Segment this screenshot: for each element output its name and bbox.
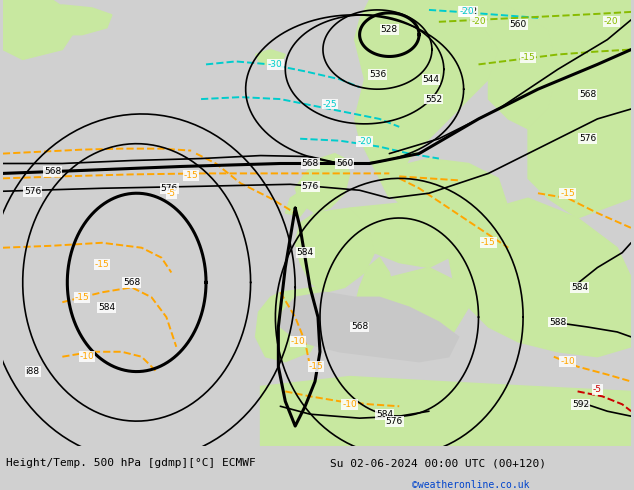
Text: -15: -15 (481, 238, 496, 247)
Text: Height/Temp. 500 hPa [gdmp][°C] ECMWF: Height/Temp. 500 hPa [gdmp][°C] ECMWF (6, 458, 256, 468)
Text: -20: -20 (604, 17, 619, 26)
Polygon shape (365, 268, 469, 342)
Polygon shape (280, 293, 458, 362)
Polygon shape (295, 153, 350, 213)
Text: 568: 568 (301, 159, 319, 168)
Text: 568: 568 (44, 167, 61, 176)
Text: ©weatheronline.co.uk: ©weatheronline.co.uk (412, 480, 529, 490)
Text: 528: 528 (381, 25, 398, 34)
Polygon shape (350, 203, 458, 268)
Polygon shape (256, 287, 330, 362)
Text: 576: 576 (24, 187, 41, 196)
Text: 568: 568 (123, 278, 140, 287)
Text: -5: -5 (593, 385, 602, 394)
Text: 584: 584 (98, 303, 115, 312)
Text: 568: 568 (579, 90, 596, 98)
Polygon shape (295, 208, 375, 293)
Text: 576: 576 (161, 184, 178, 193)
Text: -15: -15 (75, 293, 89, 302)
Text: -20: -20 (471, 17, 486, 26)
Text: 592: 592 (572, 400, 589, 409)
Polygon shape (256, 49, 285, 64)
Text: Su 02-06-2024 00:00 UTC (00+120): Su 02-06-2024 00:00 UTC (00+120) (330, 458, 546, 468)
Text: -5: -5 (167, 189, 176, 198)
Text: 544: 544 (422, 75, 439, 84)
Text: -15: -15 (309, 362, 323, 371)
Text: 588: 588 (549, 318, 566, 326)
Polygon shape (3, 0, 82, 59)
Text: -20: -20 (459, 7, 474, 16)
Text: -15: -15 (560, 189, 575, 198)
Text: 576: 576 (385, 416, 403, 426)
Text: i88: i88 (25, 367, 40, 376)
Polygon shape (429, 0, 558, 129)
Text: 576: 576 (301, 182, 319, 191)
Text: -15: -15 (184, 171, 198, 180)
Text: 576: 576 (579, 134, 596, 143)
Text: -10: -10 (291, 337, 306, 346)
Text: -10: -10 (80, 352, 94, 361)
Text: 552: 552 (425, 95, 443, 103)
Polygon shape (285, 188, 310, 216)
Text: -25: -25 (323, 99, 337, 109)
Polygon shape (384, 159, 508, 233)
Polygon shape (449, 198, 631, 357)
Polygon shape (498, 0, 631, 218)
Text: 584: 584 (297, 248, 314, 257)
Polygon shape (354, 258, 394, 337)
Text: -15: -15 (94, 260, 109, 269)
Text: -30: -30 (268, 60, 283, 69)
Text: -10: -10 (560, 357, 575, 366)
Text: 560: 560 (510, 20, 527, 29)
Polygon shape (23, 5, 112, 35)
Text: 560: 560 (336, 159, 353, 168)
Polygon shape (261, 376, 631, 446)
Polygon shape (354, 0, 498, 198)
Text: 584: 584 (376, 410, 393, 418)
Text: 584: 584 (571, 283, 588, 292)
Text: -15: -15 (521, 53, 536, 62)
Text: -20: -20 (357, 137, 372, 146)
Text: 568: 568 (351, 322, 368, 332)
Text: -10: -10 (342, 400, 357, 409)
Text: 536: 536 (369, 70, 386, 79)
Text: 552: 552 (460, 7, 477, 16)
